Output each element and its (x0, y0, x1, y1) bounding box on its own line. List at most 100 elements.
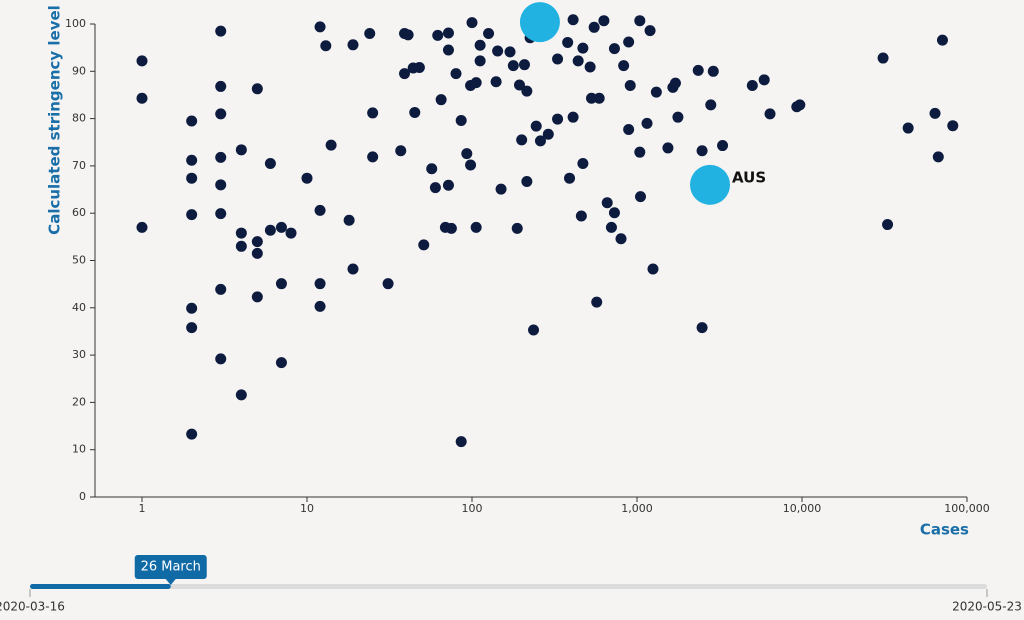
data-point (450, 68, 462, 80)
data-point (746, 79, 758, 91)
data-point (215, 80, 227, 92)
data-point (314, 21, 326, 33)
data-point (455, 436, 467, 448)
data-point (492, 45, 504, 57)
data-point (634, 146, 646, 158)
y-tick-label: 20 (72, 395, 86, 408)
x-tick-label: 100 (462, 502, 483, 515)
data-point (521, 85, 533, 97)
data-point (608, 207, 620, 219)
date-slider[interactable]: 2020-03-16 2020-05-23 26 March (0, 555, 1022, 614)
data-point (593, 92, 605, 104)
data-point (605, 221, 617, 233)
data-point (275, 278, 287, 290)
data-point (347, 263, 359, 275)
data-point (435, 94, 447, 106)
slider-end-label: 2020-05-23 (952, 600, 1022, 614)
data-point (696, 145, 708, 157)
data-point (251, 83, 263, 95)
y-tick-label: 90 (72, 64, 86, 77)
data-point (470, 77, 482, 89)
data-point (504, 46, 516, 58)
data-point (275, 357, 287, 369)
data-point (572, 55, 584, 67)
data-point (264, 158, 276, 170)
data-point (623, 36, 635, 48)
data-point (301, 172, 313, 184)
slider-fill (30, 584, 171, 589)
data-point (662, 142, 674, 154)
data-point (445, 222, 457, 234)
data-point (634, 15, 646, 27)
data-point (588, 21, 600, 33)
slider-start-label: 2020-03-16 (0, 600, 65, 614)
data-point (251, 291, 263, 303)
data-point (591, 296, 603, 308)
data-point (562, 36, 574, 48)
slider-track[interactable] (30, 584, 987, 589)
data-point (235, 227, 247, 239)
data-point (929, 107, 941, 119)
data-point (264, 224, 276, 236)
data-point (320, 40, 332, 52)
y-tick-label: 30 (72, 348, 86, 361)
data-point (474, 55, 486, 67)
data-point (251, 247, 263, 259)
data-point (343, 214, 355, 226)
data-point (644, 25, 656, 37)
data-point (586, 92, 598, 104)
data-point (455, 114, 467, 126)
data-point (461, 148, 473, 160)
data-point (186, 209, 198, 221)
data-point (601, 197, 613, 209)
data-point (528, 324, 540, 336)
data-point (136, 221, 148, 233)
data-point (413, 62, 425, 74)
data-point (647, 263, 659, 275)
data-point (794, 99, 806, 111)
data-point (347, 39, 359, 51)
y-tick-label: 80 (72, 112, 86, 125)
data-point (465, 159, 477, 171)
slider-tooltip-pointer (165, 579, 176, 585)
data-point (495, 183, 507, 195)
data-point (474, 39, 486, 51)
data-point (947, 120, 959, 132)
data-point (314, 300, 326, 312)
data-point (186, 172, 198, 184)
data-point (577, 42, 589, 54)
y-tick-label: 70 (72, 159, 86, 172)
data-point (567, 111, 579, 123)
data-point (511, 222, 523, 234)
data-point (623, 123, 635, 135)
data-point (215, 151, 227, 163)
data-point (534, 135, 546, 147)
data-point (518, 59, 530, 71)
highlight-point (690, 164, 731, 205)
data-point (764, 108, 776, 120)
data-point (314, 278, 326, 290)
data-point (672, 111, 684, 123)
data-point (325, 139, 337, 151)
y-tick-label: 50 (72, 254, 86, 267)
data-point (402, 29, 414, 41)
data-point (395, 145, 407, 157)
data-point (215, 25, 227, 37)
x-tick-label: 1 (139, 502, 146, 515)
data-point (516, 134, 528, 146)
data-point (418, 239, 430, 251)
data-point (641, 117, 653, 129)
data-point (513, 79, 525, 91)
data-point (215, 353, 227, 365)
data-point (275, 221, 287, 233)
data-point (552, 53, 564, 65)
data-point (470, 221, 482, 233)
data-point (367, 151, 379, 163)
data-point (186, 115, 198, 127)
y-axis-label: Calculated stringency level (46, 5, 64, 235)
data-point (490, 76, 502, 88)
data-point (717, 140, 729, 152)
x-tick-label: 1,000 (621, 502, 653, 515)
data-point (567, 14, 579, 26)
